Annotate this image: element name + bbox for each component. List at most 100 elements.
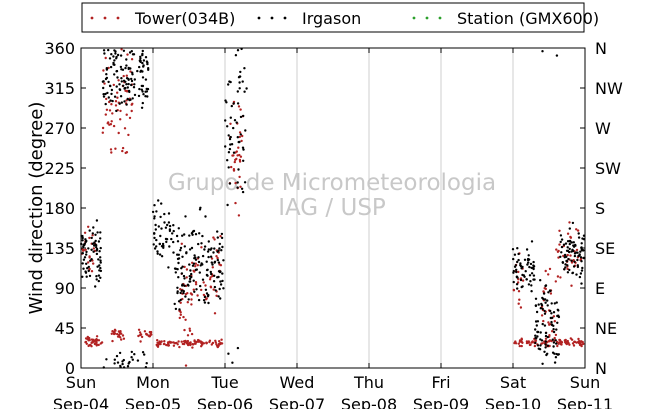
data-point bbox=[160, 255, 164, 258]
data-point bbox=[576, 258, 579, 262]
data-point bbox=[226, 203, 229, 207]
data-point bbox=[158, 253, 162, 256]
data-point bbox=[177, 253, 180, 256]
data-point bbox=[546, 335, 549, 339]
data-point bbox=[518, 344, 521, 348]
data-point bbox=[556, 275, 560, 278]
data-point bbox=[93, 342, 97, 346]
data-point bbox=[559, 276, 562, 279]
legend-marker bbox=[90, 16, 94, 20]
data-point bbox=[202, 293, 206, 297]
data-point bbox=[546, 304, 549, 307]
data-point bbox=[517, 342, 520, 345]
data-point bbox=[177, 300, 181, 303]
data-point bbox=[219, 235, 222, 238]
data-point bbox=[159, 234, 162, 238]
data-point bbox=[203, 295, 207, 299]
data-point bbox=[144, 95, 147, 98]
data-point bbox=[218, 287, 221, 291]
data-point bbox=[560, 341, 564, 344]
data-point bbox=[236, 102, 240, 105]
data-point bbox=[564, 263, 567, 266]
data-point bbox=[553, 320, 556, 323]
data-point bbox=[179, 246, 183, 250]
data-point bbox=[209, 285, 212, 288]
y-tick-label: 315 bbox=[44, 79, 75, 98]
data-point bbox=[112, 61, 115, 65]
data-point bbox=[204, 288, 208, 291]
data-point bbox=[224, 145, 227, 148]
data-point bbox=[115, 109, 118, 113]
data-point bbox=[98, 264, 101, 267]
data-point bbox=[517, 258, 520, 262]
data-point bbox=[549, 309, 552, 313]
data-point bbox=[573, 254, 577, 258]
data-point bbox=[569, 240, 572, 243]
data-point bbox=[238, 175, 241, 179]
data-point bbox=[95, 219, 99, 222]
data-point bbox=[224, 119, 227, 122]
data-point bbox=[528, 265, 531, 269]
data-point bbox=[210, 343, 213, 346]
data-point bbox=[556, 344, 559, 348]
data-point bbox=[551, 338, 554, 341]
data-point bbox=[167, 344, 171, 347]
data-point bbox=[140, 335, 144, 339]
data-point bbox=[518, 298, 521, 301]
data-point bbox=[194, 233, 198, 236]
data-point bbox=[225, 101, 228, 104]
data-point bbox=[198, 208, 202, 211]
y-tick-label: 360 bbox=[44, 39, 75, 58]
data-point bbox=[237, 214, 241, 217]
data-point bbox=[153, 215, 156, 218]
data-point bbox=[159, 341, 162, 344]
data-point bbox=[144, 78, 148, 81]
data-point bbox=[113, 362, 116, 365]
data-point bbox=[137, 334, 140, 338]
data-point bbox=[532, 274, 536, 277]
data-point bbox=[527, 283, 531, 286]
data-point bbox=[544, 340, 547, 343]
data-point bbox=[95, 335, 99, 338]
data-point bbox=[99, 259, 102, 262]
x-tick-label-day: Thu bbox=[353, 373, 384, 392]
data-point bbox=[144, 56, 148, 59]
data-point bbox=[575, 228, 578, 231]
data-point bbox=[174, 267, 178, 270]
data-point bbox=[185, 268, 189, 271]
data-point bbox=[136, 359, 140, 362]
data-point bbox=[99, 256, 102, 259]
data-point bbox=[107, 48, 110, 52]
data-point bbox=[95, 275, 98, 278]
data-point bbox=[141, 53, 144, 57]
data-point bbox=[552, 345, 555, 348]
data-point bbox=[195, 288, 198, 291]
data-point bbox=[513, 253, 517, 256]
data-point bbox=[541, 322, 544, 326]
data-point bbox=[568, 242, 571, 246]
data-point bbox=[198, 232, 201, 235]
data-point bbox=[205, 292, 209, 295]
data-point bbox=[114, 104, 118, 107]
data-point bbox=[125, 83, 128, 86]
data-point bbox=[531, 340, 534, 344]
data-point bbox=[188, 277, 192, 281]
data-point bbox=[155, 245, 158, 248]
data-point bbox=[91, 242, 95, 245]
data-point bbox=[183, 233, 186, 236]
data-point bbox=[182, 274, 186, 278]
data-point bbox=[176, 257, 180, 261]
data-point bbox=[102, 49, 106, 52]
data-point bbox=[538, 348, 542, 351]
data-point bbox=[235, 157, 238, 161]
data-point bbox=[521, 265, 524, 269]
data-point bbox=[553, 336, 556, 340]
data-point bbox=[563, 268, 566, 271]
data-point bbox=[230, 143, 234, 146]
data-point bbox=[570, 259, 573, 262]
data-point bbox=[237, 146, 240, 149]
data-point bbox=[137, 328, 141, 331]
data-point bbox=[191, 261, 194, 264]
data-point bbox=[219, 283, 223, 286]
data-point bbox=[81, 275, 84, 278]
